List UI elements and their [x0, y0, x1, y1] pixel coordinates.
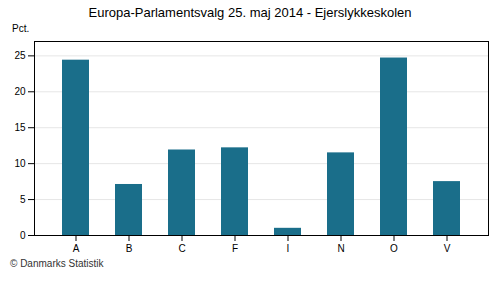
svg-text:10: 10: [14, 158, 26, 169]
svg-text:V: V: [444, 243, 451, 254]
svg-text:15: 15: [14, 122, 26, 133]
svg-text:5: 5: [20, 194, 26, 205]
svg-text:A: A: [73, 243, 80, 254]
svg-text:20: 20: [14, 86, 26, 97]
svg-text:F: F: [232, 243, 238, 254]
svg-text:B: B: [126, 243, 133, 254]
svg-text:C: C: [178, 243, 185, 254]
html-text:Europa-Parlamentsvalg 25. maj: Europa-Parlamentsvalg 25. maj 2014 - Eje…: [88, 5, 412, 20]
html-text:Pct.: Pct.: [12, 23, 30, 34]
svg-text:0: 0: [20, 230, 26, 241]
svg-text:N: N: [337, 243, 344, 254]
svg-text:25: 25: [14, 50, 26, 61]
svg-text:I: I: [287, 243, 290, 254]
svg-text:O: O: [390, 243, 398, 254]
html-text:© Danmarks Statistik: © Danmarks Statistik: [10, 258, 104, 269]
